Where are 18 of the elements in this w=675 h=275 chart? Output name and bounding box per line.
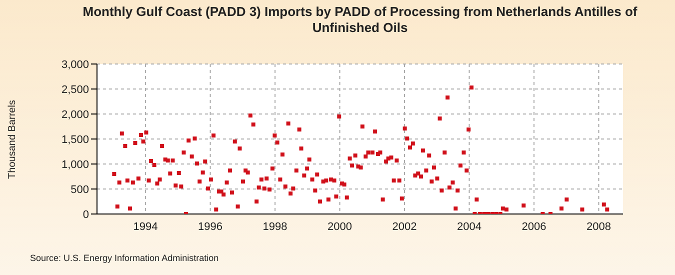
y-tick-label: 2,500 [61, 84, 89, 96]
x-tick-label: 2006 [522, 220, 546, 233]
x-tick-label: 2002 [392, 220, 417, 233]
y-axis-title: Thousand Barrels [6, 100, 18, 178]
x-tick-label: 1996 [198, 220, 223, 233]
chart-title: Monthly Gulf Coast (PADD 3) Imports by PADD of Processing from Netherlands Antilles of Unfinished Oils [82, 4, 638, 36]
y-tick-label: 2,000 [61, 108, 89, 121]
source-note: Source: U.S. Energy Information Administration [30, 253, 219, 263]
x-tick-label: 2004 [457, 220, 482, 233]
y-tick-label: 3,000 [61, 58, 89, 71]
x-tick-label: 2008 [586, 220, 611, 233]
y-tick-label: 1,500 [61, 134, 89, 146]
x-tick-label: 1994 [133, 220, 158, 233]
x-tick-label: 2000 [328, 220, 352, 233]
x-tick-label: 1998 [262, 220, 288, 233]
y-tick-label: 1,000 [61, 158, 89, 171]
y-tick-label: 500 [70, 184, 89, 196]
y-tick-label: 0 [82, 208, 89, 221]
